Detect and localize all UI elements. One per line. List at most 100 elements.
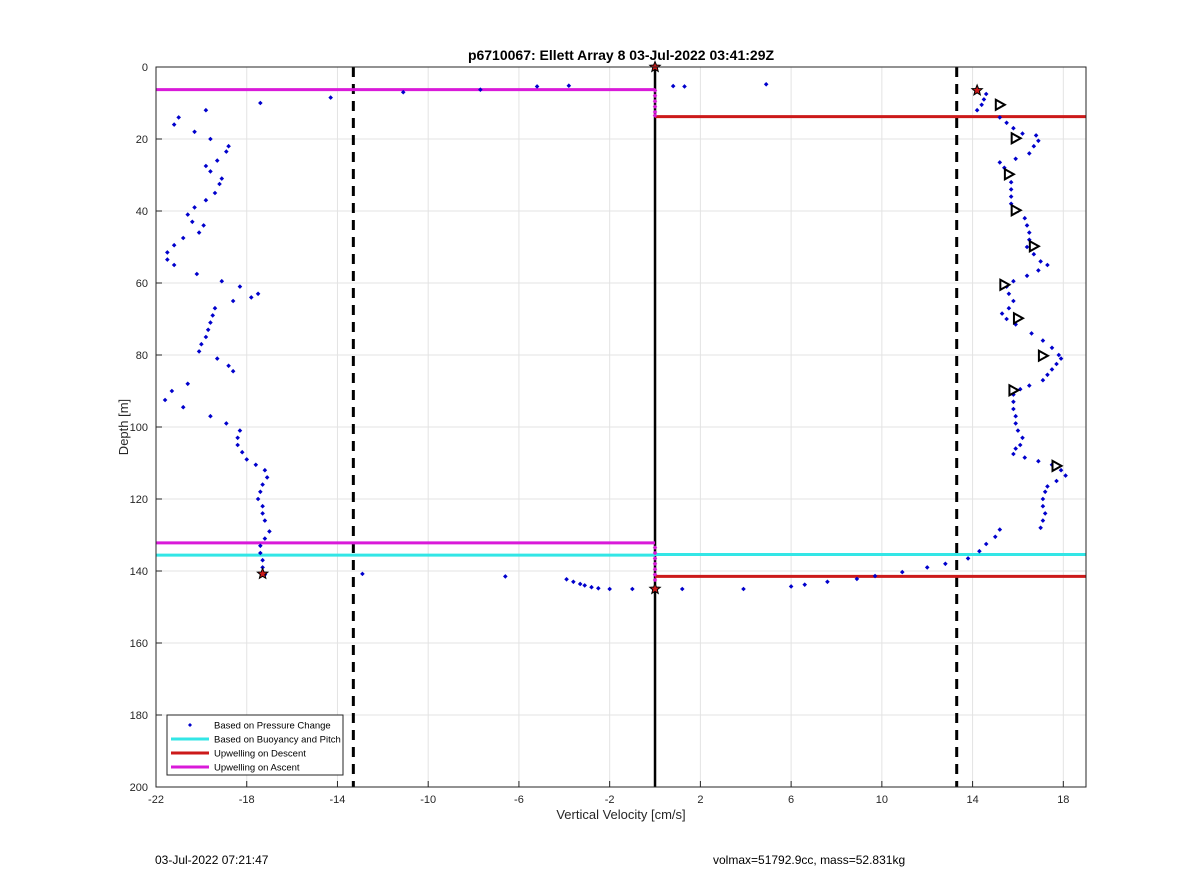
pressure-change-point (194, 271, 200, 277)
markers (256, 60, 1064, 595)
pressure-change-point (979, 102, 984, 108)
y-axis-label: Depth [m] (116, 399, 131, 455)
pressure-change-point (1036, 138, 1041, 144)
pressure-change-point (208, 320, 213, 325)
pressure-change-point (1020, 435, 1025, 441)
pressure-change-point (1008, 179, 1014, 185)
pressure-change-point (267, 529, 272, 534)
x-tick-label: -2 (605, 794, 615, 806)
pressure-change-point (1008, 194, 1014, 199)
pressure-change-point (1013, 413, 1018, 419)
pressure-change-point (1040, 503, 1046, 509)
pressure-change-point (503, 574, 508, 579)
pressure-change-point (652, 109, 658, 115)
pressure-change-point (235, 442, 240, 448)
pressure-change-point (1011, 298, 1016, 304)
pressure-change-point (997, 160, 1003, 165)
pressure-change-point (1026, 230, 1032, 235)
pressure-change-point (1011, 125, 1016, 131)
pressure-change-point (670, 83, 676, 89)
y-tick-label: 160 (130, 638, 148, 650)
pressure-change-point (171, 242, 177, 248)
pressure-change-point (566, 83, 572, 89)
y-tick-label: 100 (130, 422, 148, 434)
pressure-change-point (682, 84, 687, 89)
x-tick-label: 14 (966, 794, 978, 806)
pressure-change-point (203, 163, 209, 169)
pressure-change-point (943, 561, 948, 567)
pressure-change-point (652, 572, 658, 577)
legend-box (166, 714, 344, 776)
pressure-change-point (679, 586, 685, 592)
pressure-change-point (1026, 151, 1032, 156)
pressure-change-point (981, 97, 987, 102)
x-tick-label: -6 (514, 794, 524, 806)
pressure-change-point (652, 556, 658, 561)
pressure-change-point (1008, 187, 1014, 192)
pressure-change-point (965, 556, 971, 561)
x-tick-label: -10 (420, 794, 436, 806)
pressure-change-point (1017, 442, 1023, 448)
pressure-change-point (589, 584, 594, 590)
pressure-change-point (180, 235, 186, 241)
pressure-change-point (226, 143, 231, 149)
pressure-change-point (652, 113, 658, 118)
pressure-change-point (1036, 458, 1041, 464)
pressure-change-point (1031, 143, 1037, 149)
pressure-change-point (1040, 518, 1046, 523)
pressure-change-point (217, 181, 222, 187)
x-tick-label: 18 (1057, 794, 1069, 806)
pressure-change-point (1063, 473, 1068, 478)
triangle-marker (1037, 349, 1050, 363)
pressure-change-point (253, 462, 259, 468)
pressure-change-point (1054, 478, 1059, 484)
pressure-change-point (1056, 352, 1062, 358)
triangle-marker (994, 98, 1007, 112)
pressure-change-point (983, 91, 989, 97)
pressure-change-point (258, 489, 263, 495)
pressure-change-point (226, 363, 231, 369)
pressure-change-point (582, 583, 588, 588)
triangle-marker (1051, 459, 1064, 473)
pressure-change-point (262, 518, 268, 523)
y-tick-label: 60 (136, 278, 148, 290)
pressure-change-point (237, 428, 243, 433)
pressure-change-point (1040, 377, 1046, 383)
pressure-change-point (208, 413, 213, 419)
pressure-change-point (1036, 268, 1041, 273)
pressure-change-point (992, 534, 998, 540)
pressure-change-point (219, 176, 225, 181)
x-tick-label: 2 (697, 794, 703, 806)
pressure-change-point (974, 107, 980, 113)
pressure-change-point (1040, 338, 1046, 343)
pressure-change-point (652, 93, 658, 99)
pressure-change-point (1022, 455, 1028, 460)
footer-timestamp: 03-Jul-2022 07:21:47 (155, 853, 269, 867)
legend-label: Upwelling on Descent (214, 749, 306, 760)
pressure-change-point (997, 527, 1003, 532)
legend-label: Based on Pressure Change (214, 721, 331, 732)
pressure-change-point (237, 284, 243, 289)
pressure-change-point (176, 115, 181, 120)
pressure-change-point (180, 404, 186, 410)
triangle-marker (999, 278, 1012, 292)
pressure-change-point (224, 149, 229, 154)
y-tick-label: 0 (142, 62, 148, 74)
pressure-change-point (219, 278, 225, 284)
pressure-change-point (260, 482, 265, 487)
pressure-change-point (260, 503, 265, 509)
y-tick-label: 40 (136, 206, 148, 218)
pressure-change-point (872, 573, 878, 579)
pressure-change-point (260, 511, 265, 516)
pressure-change-point (1058, 356, 1064, 361)
pressure-change-point (1045, 262, 1050, 268)
y-tick-label: 180 (130, 710, 148, 722)
pressure-change-point (1020, 131, 1025, 136)
pressure-change-point (171, 262, 177, 268)
pressure-change-point (1022, 215, 1028, 221)
pressure-change-point (185, 212, 191, 217)
pressure-change-point (196, 230, 202, 235)
pressure-change-point (1006, 305, 1012, 311)
pressure-change-point (652, 561, 658, 567)
